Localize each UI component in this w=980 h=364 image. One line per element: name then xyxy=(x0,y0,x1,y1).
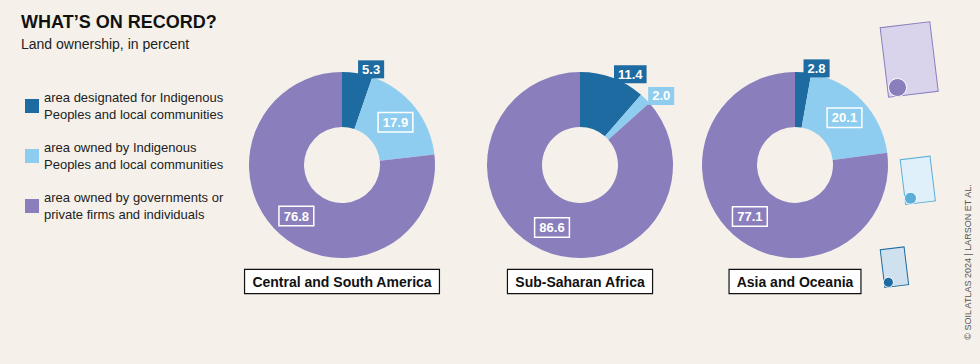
svg-text:Central and South America: Central and South America xyxy=(252,274,431,290)
svg-text:11.4: 11.4 xyxy=(618,67,643,82)
svg-text:Asia and Oceania: Asia and Oceania xyxy=(737,274,854,290)
svg-text:Peoples and local communities: Peoples and local communities xyxy=(44,157,224,172)
svg-text:Land ownership, in percent: Land ownership, in percent xyxy=(21,36,189,52)
svg-text:area owned by governments or: area owned by governments or xyxy=(44,190,227,205)
svg-text:17.9: 17.9 xyxy=(383,115,408,130)
svg-text:Peoples and local communities: Peoples and local communities xyxy=(44,107,224,122)
svg-text:5.3: 5.3 xyxy=(362,62,380,77)
svg-text:Sub-Saharan Africa: Sub-Saharan Africa xyxy=(515,274,645,290)
svg-text:86.6: 86.6 xyxy=(539,220,564,235)
svg-text:77.1: 77.1 xyxy=(737,209,762,224)
svg-text:2.8: 2.8 xyxy=(808,61,826,76)
svg-text:76.8: 76.8 xyxy=(284,209,309,224)
svg-text:WHAT’S ON RECORD?: WHAT’S ON RECORD? xyxy=(21,12,217,32)
svg-text:area owned by Indigenous: area owned by Indigenous xyxy=(44,140,200,155)
svg-text:2.0: 2.0 xyxy=(652,88,670,103)
svg-text:private firms and individuals: private firms and individuals xyxy=(44,207,205,222)
svg-text:area designated for Indigenous: area designated for Indigenous xyxy=(44,90,227,105)
svg-text:© SOIL ATLAS 2024 | LARSON ET: © SOIL ATLAS 2024 | LARSON ET AL. xyxy=(963,184,973,339)
svg-text:20.1: 20.1 xyxy=(832,110,857,125)
